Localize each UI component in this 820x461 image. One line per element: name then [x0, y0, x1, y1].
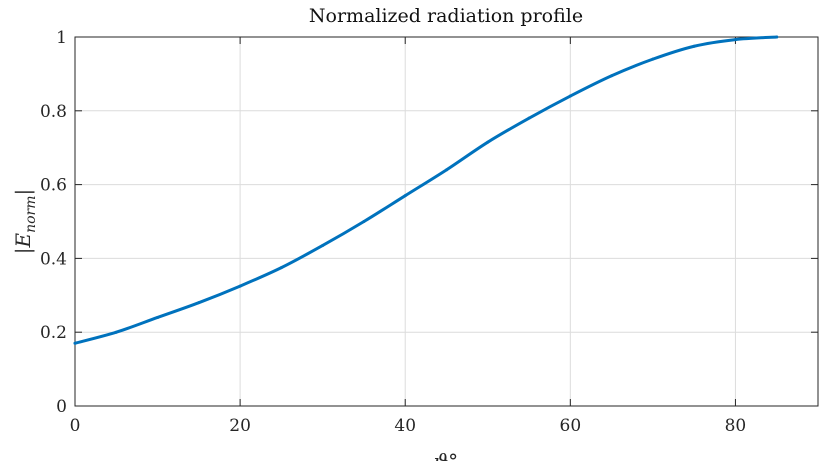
series-line-0	[73, 35, 779, 345]
data-point	[651, 57, 655, 61]
data-point	[445, 168, 448, 172]
y-tick-label: 0	[56, 397, 67, 417]
y-axis-label-main: |E	[11, 233, 36, 255]
data-point	[692, 44, 696, 48]
data-point	[527, 116, 531, 120]
data-point	[362, 220, 366, 223]
data-point	[568, 94, 572, 98]
data-point	[279, 266, 283, 270]
data-point	[156, 315, 160, 319]
grid	[74, 36, 818, 407]
axis-ticks: 0 20 40 60 80 0 0.2 0.4 0.6 0.8 1	[40, 28, 818, 436]
y-tick-label: 0.8	[40, 102, 67, 122]
x-tick-label: 20	[229, 416, 251, 436]
data-point	[403, 194, 407, 198]
data-point	[775, 35, 779, 39]
data-point	[610, 74, 614, 78]
chart-title: Normalized radiation profile	[309, 5, 583, 27]
y-axis-label-close: |	[11, 189, 36, 196]
data-point	[733, 38, 737, 42]
x-axis-label: ϑ°	[434, 449, 458, 461]
data-point	[238, 284, 242, 288]
data-point	[73, 341, 77, 345]
x-tick-label: 40	[394, 416, 416, 436]
y-axis-label: |Enorm|	[11, 189, 39, 255]
series-group	[73, 35, 779, 345]
x-tick-label: 80	[725, 416, 747, 436]
x-tick-label: 60	[560, 416, 582, 436]
plot-frame	[74, 36, 819, 407]
y-tick-label: 1	[56, 28, 67, 48]
y-tick-label: 0.6	[40, 176, 67, 196]
y-axis-label-sub: norm	[23, 195, 39, 232]
data-point	[114, 330, 118, 334]
y-tick-label: 0.2	[40, 323, 67, 343]
y-tick-label: 0.4	[40, 249, 67, 269]
data-point	[321, 243, 325, 247]
data-point	[486, 140, 490, 144]
data-point	[197, 301, 201, 305]
x-tick-label: 0	[70, 416, 81, 436]
